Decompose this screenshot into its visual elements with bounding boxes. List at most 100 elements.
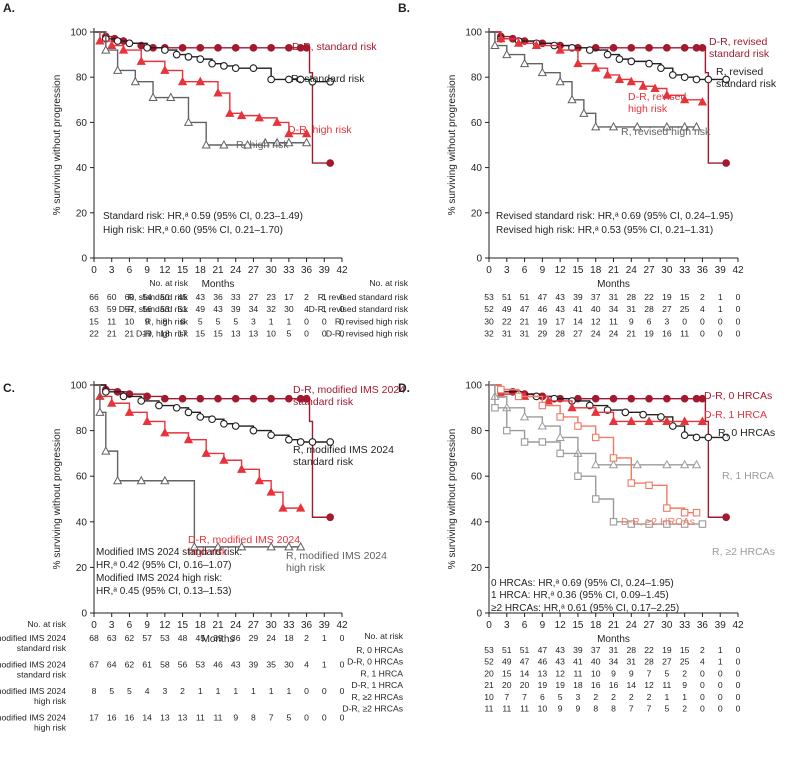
risk-table-cell: 19 [644, 329, 654, 339]
censor-marker [627, 394, 636, 403]
risk-table-row-label: D-R, revised standard risk [309, 304, 409, 314]
censor-marker [556, 449, 564, 458]
risk-table-cell: 14 [627, 680, 637, 690]
censor-marker [326, 77, 335, 86]
risk-table-cell: 11 [196, 713, 205, 723]
risk-table-cell: 19 [662, 645, 672, 655]
risk-table-cell: 67 [89, 660, 99, 670]
y-tick-label: 80 [471, 426, 483, 437]
x-tick-label: 36 [301, 620, 313, 631]
censor-marker [645, 481, 653, 490]
y-tick-label: 60 [76, 472, 88, 483]
x-tick-label: 6 [522, 620, 528, 631]
risk-table-cell: 17 [178, 329, 188, 339]
x-tick-label: 39 [319, 265, 331, 276]
risk-table-cell: 18 [160, 329, 170, 339]
censor-marker [567, 94, 577, 104]
risk-table-cell: 8 [611, 704, 616, 714]
curve-label: high risk [628, 103, 668, 115]
risk-table-cell: 10 [538, 704, 548, 714]
censor-marker [266, 487, 276, 496]
risk-table-cell: 1 [718, 645, 723, 655]
risk-table-cell: 13 [231, 329, 241, 339]
risk-table-cell: 43 [555, 645, 565, 655]
risk-table-cell: 0 [736, 680, 741, 690]
censor-marker [301, 128, 312, 138]
risk-table-row-label: D-R, 0 HRCAs [347, 657, 403, 667]
risk-table-cell: 16 [125, 713, 135, 723]
risk-table-cell: 3 [251, 316, 256, 326]
x-tick-label: 9 [144, 620, 150, 631]
censor-marker [698, 43, 707, 52]
risk-table-cell: 20 [502, 680, 512, 690]
censor-marker [722, 433, 730, 442]
risk-table-cell: 0 [340, 316, 345, 326]
risk-table-cell: 36 [213, 292, 223, 302]
x-tick-label: 18 [590, 620, 602, 631]
risk-table-cell: 0 [340, 713, 345, 723]
risk-table-cell: 57 [142, 633, 152, 643]
risk-table-cell: 15 [213, 329, 223, 339]
risk-table-cell: 62 [125, 633, 135, 643]
censor-marker [112, 475, 123, 485]
risk-table-cell: 52 [484, 657, 494, 667]
hr-text: High risk: HR,ᵃ 0.60 (95% CI, 0.21–1.70) [103, 225, 283, 236]
x-tick-label: 24 [626, 265, 638, 276]
censor-marker [680, 94, 690, 104]
risk-table-cell: 0 [700, 316, 705, 326]
risk-table-cell: 0 [340, 329, 345, 339]
risk-table-cell: 9 [558, 704, 563, 714]
risk-table-cell: 11 [485, 704, 494, 714]
censor-marker [236, 464, 247, 473]
risk-table-row-label: standard risk [17, 670, 67, 680]
risk-table-cell: 19 [538, 316, 548, 326]
risk-table-cell: 0 [736, 692, 741, 702]
risk-table-cell: 4 [145, 686, 150, 696]
y-tick-label: 20 [471, 208, 483, 219]
censor-marker [585, 46, 594, 54]
censor-marker [609, 454, 618, 462]
risk-table-cell: 63 [89, 304, 99, 314]
censor-marker [538, 438, 547, 446]
hr-text: Modified IMS 2024 standard risk: [96, 547, 242, 558]
risk-table-cell: 11 [107, 316, 116, 326]
censor-marker [137, 397, 146, 405]
y-tick-label: 100 [70, 28, 87, 39]
risk-table-cell: 0 [718, 704, 723, 714]
risk-table-cell: 16 [609, 680, 619, 690]
censor-marker [680, 394, 689, 403]
censor-marker [220, 419, 228, 428]
censor-marker [254, 112, 264, 122]
risk-table-cell: 1 [286, 316, 291, 326]
censor-marker [614, 74, 625, 83]
risk-table-cell: 1 [664, 692, 669, 702]
x-tick-label: 42 [336, 265, 348, 276]
risk-table-cell: 21 [107, 329, 117, 339]
censor-markers [496, 33, 708, 106]
censor-marker [231, 64, 240, 73]
censor-marker [214, 43, 222, 52]
risk-table-cell: 12 [555, 668, 565, 678]
risk-table-cell: 12 [644, 680, 654, 690]
risk-table-cell: 1 [322, 292, 327, 302]
censor-marker [627, 43, 636, 52]
censor-markers [497, 34, 730, 84]
risk-table-cell: 0 [736, 668, 741, 678]
risk-table-cell: 0 [322, 329, 327, 339]
risk-table-row-label: R, revised high risk [335, 316, 409, 326]
risk-table-cell: 68 [89, 633, 99, 643]
censor-marker [196, 413, 205, 421]
curve-label: standard risk [293, 396, 354, 408]
risk-table-cell: 3 [162, 686, 167, 696]
risk-table-cell: 22 [89, 329, 99, 339]
risk-table-cell: 53 [484, 292, 494, 302]
risk-table-cell: 0 [340, 633, 345, 643]
risk-table-cell: 17 [284, 292, 294, 302]
km-curve-d-r-1-hrca [489, 384, 703, 423]
x-tick-label: 3 [109, 265, 115, 276]
risk-table-cell: 3 [664, 316, 669, 326]
risk-table-cell: 34 [249, 304, 259, 314]
x-tick-label: 39 [319, 620, 331, 631]
risk-table-cell: 5 [127, 686, 132, 696]
